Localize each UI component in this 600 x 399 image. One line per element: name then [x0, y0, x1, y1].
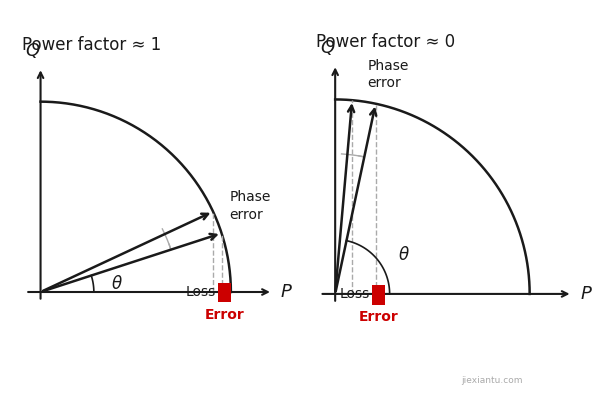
- Text: $\theta$: $\theta$: [398, 246, 410, 264]
- Text: jiexiantu.com: jiexiantu.com: [461, 376, 523, 385]
- Text: Loss: Loss: [185, 285, 215, 299]
- Text: Phase
error: Phase error: [368, 59, 409, 91]
- Text: Loss: Loss: [340, 287, 370, 301]
- Text: $Q$: $Q$: [320, 38, 335, 57]
- Text: $\theta$: $\theta$: [110, 275, 122, 293]
- Text: $P$: $P$: [280, 283, 293, 301]
- Text: Phase
error: Phase error: [229, 190, 271, 222]
- Text: $Q$: $Q$: [25, 41, 41, 60]
- Text: Power factor ≈ 1: Power factor ≈ 1: [22, 36, 161, 54]
- Text: Power factor ≈ 0: Power factor ≈ 0: [316, 33, 455, 51]
- Bar: [371, 285, 385, 304]
- Text: Error: Error: [358, 310, 398, 324]
- Text: $P$: $P$: [580, 285, 593, 303]
- Bar: [218, 283, 231, 302]
- Text: Error: Error: [205, 308, 244, 322]
